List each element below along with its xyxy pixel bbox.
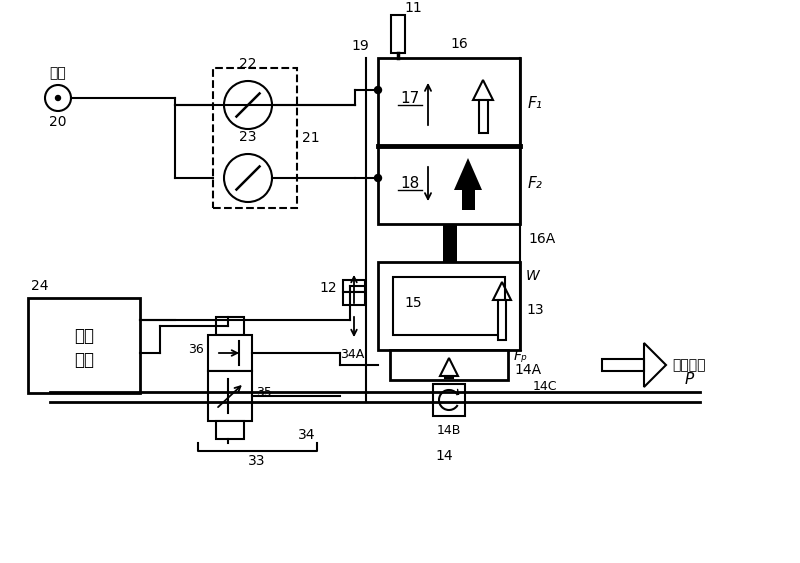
Text: 23: 23 <box>239 130 257 144</box>
Text: 18: 18 <box>400 176 420 191</box>
Bar <box>208 371 252 421</box>
Text: 14C: 14C <box>533 380 558 393</box>
Text: 12: 12 <box>319 281 337 295</box>
Circle shape <box>55 96 61 101</box>
Text: 36: 36 <box>188 343 204 356</box>
Polygon shape <box>454 158 482 190</box>
Text: 16: 16 <box>450 37 468 51</box>
Bar <box>343 280 365 292</box>
Text: 22: 22 <box>239 57 257 71</box>
Bar <box>378 262 520 350</box>
Bar <box>216 421 244 439</box>
Text: 24: 24 <box>31 279 49 293</box>
Bar <box>378 58 520 224</box>
Bar <box>462 190 475 210</box>
Text: 气源: 气源 <box>50 66 66 80</box>
Text: 21: 21 <box>302 131 320 145</box>
Bar <box>216 317 244 335</box>
Text: 33: 33 <box>248 454 266 468</box>
Bar <box>390 350 508 380</box>
Bar <box>391 15 405 53</box>
Circle shape <box>374 175 382 181</box>
Bar <box>443 224 457 262</box>
Text: F₂: F₂ <box>528 176 543 191</box>
Bar <box>28 298 140 393</box>
Text: 16A: 16A <box>528 232 555 246</box>
Bar <box>602 359 644 371</box>
Text: 11: 11 <box>404 1 422 15</box>
Text: 14: 14 <box>435 449 453 463</box>
Text: 14B: 14B <box>437 424 461 437</box>
Text: 34A: 34A <box>340 348 364 361</box>
Text: 15: 15 <box>404 296 422 310</box>
Bar <box>478 100 487 133</box>
Text: 17: 17 <box>400 91 420 106</box>
Text: Fₚ: Fₚ <box>514 349 528 363</box>
Bar <box>433 384 465 416</box>
Text: 19: 19 <box>351 39 369 53</box>
Text: F₁: F₁ <box>528 96 543 111</box>
Text: 装置: 装置 <box>74 351 94 369</box>
Bar <box>498 300 506 340</box>
Text: P: P <box>685 372 694 387</box>
Text: 35: 35 <box>256 386 272 399</box>
Bar <box>343 292 365 305</box>
Bar <box>393 277 505 335</box>
Text: 34: 34 <box>298 428 316 442</box>
Bar <box>213 68 297 208</box>
Text: W: W <box>526 269 540 283</box>
Text: 14A: 14A <box>514 363 541 377</box>
Text: 控制: 控制 <box>74 327 94 345</box>
Bar <box>445 376 453 378</box>
Text: 13: 13 <box>526 303 544 317</box>
Text: 20: 20 <box>50 115 66 129</box>
Circle shape <box>374 87 382 93</box>
Text: 接合方向: 接合方向 <box>672 358 706 372</box>
Bar <box>208 335 252 371</box>
